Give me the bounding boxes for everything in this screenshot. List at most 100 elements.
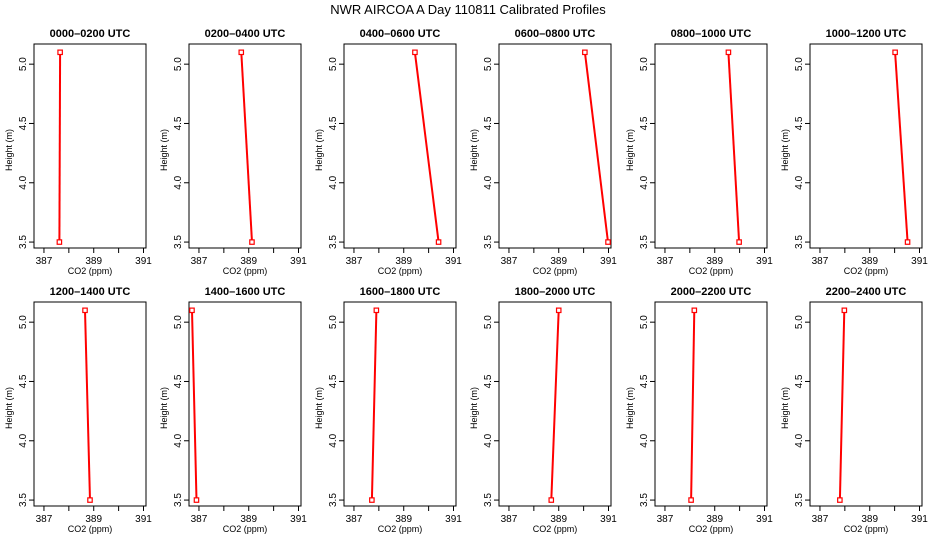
x-axis-label: CO2 (ppm) [844, 524, 889, 534]
y-tick-label: 3.5 [483, 235, 494, 249]
y-tick-label: 3.5 [173, 493, 184, 507]
plot-frame [343, 43, 457, 249]
panel-12: 2200–2400 UTC 387 389 391 3.5 4.0 4.5 5.0 CO2 (p… [780, 286, 928, 534]
x-tick-label: 391 [756, 256, 773, 267]
data-point [56, 239, 63, 245]
data-point [249, 239, 255, 245]
y-tick-label: 3.5 [794, 493, 805, 507]
x-tick-label: 387 [501, 514, 518, 525]
data-point [189, 307, 195, 314]
y-axis-label: Height (m) [159, 129, 169, 171]
x-tick-label: 387 [657, 256, 674, 267]
panel-7: 1200–1400 UTC 387 389 391 3.5 4.0 4.5 5.0 CO2 (p… [4, 286, 152, 534]
plot-frame [809, 43, 923, 249]
y-axis-label: Height (m) [314, 387, 324, 429]
y-tick-label: 3.5 [18, 235, 29, 249]
x-tick-label: 389 [550, 256, 567, 267]
x-tick-label: 391 [756, 514, 773, 525]
panel-2: 0200–0400 UTC 387 389 391 3.5 4.0 4.5 5.0 CO2 (p… [159, 28, 307, 276]
y-tick-label: 4.5 [328, 116, 339, 130]
y-tick-label: 4.0 [794, 433, 805, 447]
x-tick-label: 387 [346, 514, 363, 525]
data-point [193, 497, 200, 503]
y-tick-label: 3.5 [639, 235, 650, 249]
y-tick-label: 5.0 [328, 57, 339, 71]
y-tick-label: 4.0 [328, 175, 339, 189]
y-tick-label: 4.0 [328, 433, 339, 447]
panel-title: 1600–1800 UTC [360, 286, 441, 298]
y-axis-label: Height (m) [469, 387, 479, 429]
y-axis-label: Height (m) [780, 387, 790, 429]
y-tick-label: 3.5 [794, 235, 805, 249]
x-tick-label: 387 [657, 514, 674, 525]
x-tick-label: 391 [135, 514, 152, 525]
y-axis-label: Height (m) [625, 387, 635, 429]
y-tick-label: 4.0 [483, 175, 494, 189]
plot-frame [498, 43, 612, 249]
data-point [736, 239, 742, 245]
x-tick-label: 387 [191, 514, 208, 525]
y-tick-label: 3.5 [328, 493, 339, 507]
data-point [369, 497, 375, 503]
y-tick-label: 5.0 [18, 57, 29, 71]
y-tick-label: 3.5 [639, 493, 650, 507]
y-tick-label: 4.0 [18, 433, 29, 447]
x-tick-label: 387 [36, 514, 53, 525]
panel-8: 1400–1600 UTC 387 389 391 3.5 4.0 4.5 5.0 CO2 (p… [159, 286, 307, 534]
series-line [894, 52, 909, 243]
x-tick-label: 389 [85, 514, 102, 525]
y-tick-label: 3.5 [483, 493, 494, 507]
x-tick-label: 389 [706, 256, 723, 267]
x-axis-label: CO2 (ppm) [533, 524, 578, 534]
x-axis-label: CO2 (ppm) [223, 266, 268, 276]
y-tick-label: 4.5 [18, 116, 29, 130]
panel-10: 1800–2000 UTC 387 389 391 3.5 4.0 4.5 5.0 CO2 (p… [469, 286, 617, 534]
series-line [370, 310, 378, 501]
panel-title: 2000–2200 UTC [671, 286, 752, 298]
data-point [691, 307, 698, 314]
data-point [548, 497, 555, 503]
x-tick-label: 391 [135, 256, 152, 267]
y-tick-label: 5.0 [483, 315, 494, 329]
y-axis-label: Height (m) [4, 129, 14, 171]
series-line [727, 52, 741, 243]
x-tick-label: 389 [861, 256, 878, 267]
x-tick-label: 391 [911, 514, 928, 525]
panel-5: 0800–1000 UTC 387 389 391 3.5 4.0 4.5 5.0 CO2 (p… [625, 28, 773, 276]
series-line [583, 52, 609, 243]
x-tick-label: 389 [85, 256, 102, 267]
x-tick-label: 389 [240, 256, 257, 267]
panel-title: 0400–0600 UTC [360, 28, 441, 40]
y-axis-label: Height (m) [625, 129, 635, 171]
y-axis-label: Height (m) [469, 129, 479, 171]
x-tick-label: 391 [445, 514, 462, 525]
y-tick-label: 4.5 [639, 116, 650, 130]
y-tick-label: 5.0 [18, 315, 29, 329]
panel-grid: 0000–0200 UTC 387 389 391 3.5 4.0 4.5 5.0 CO2 (p… [4, 28, 928, 534]
x-tick-label: 387 [501, 256, 518, 267]
series-line [191, 310, 198, 501]
x-tick-label: 387 [812, 256, 829, 267]
y-tick-label: 4.5 [328, 374, 339, 388]
data-point [605, 239, 611, 245]
plot-frame [498, 301, 612, 507]
x-tick-label: 389 [550, 514, 567, 525]
x-tick-label: 389 [395, 514, 412, 525]
y-tick-label: 4.5 [18, 374, 29, 388]
x-tick-label: 387 [346, 256, 363, 267]
data-point [582, 49, 588, 56]
panel-4: 0600–0800 UTC 387 389 391 3.5 4.0 4.5 5.0 CO2 (p… [469, 28, 617, 276]
panel-11: 2000–2200 UTC 387 389 391 3.5 4.0 4.5 5.0 CO2 (p… [625, 286, 773, 534]
x-axis-label: CO2 (ppm) [378, 524, 423, 534]
data-point [82, 307, 88, 314]
y-tick-label: 4.0 [639, 175, 650, 189]
plot-frame [343, 301, 457, 507]
panel-title: 1200–1400 UTC [50, 286, 131, 298]
y-axis-label: Height (m) [159, 387, 169, 429]
y-tick-label: 4.0 [794, 175, 805, 189]
y-tick-label: 4.5 [639, 374, 650, 388]
x-tick-label: 391 [290, 514, 307, 525]
x-axis-label: CO2 (ppm) [689, 266, 734, 276]
x-tick-label: 391 [600, 514, 617, 525]
